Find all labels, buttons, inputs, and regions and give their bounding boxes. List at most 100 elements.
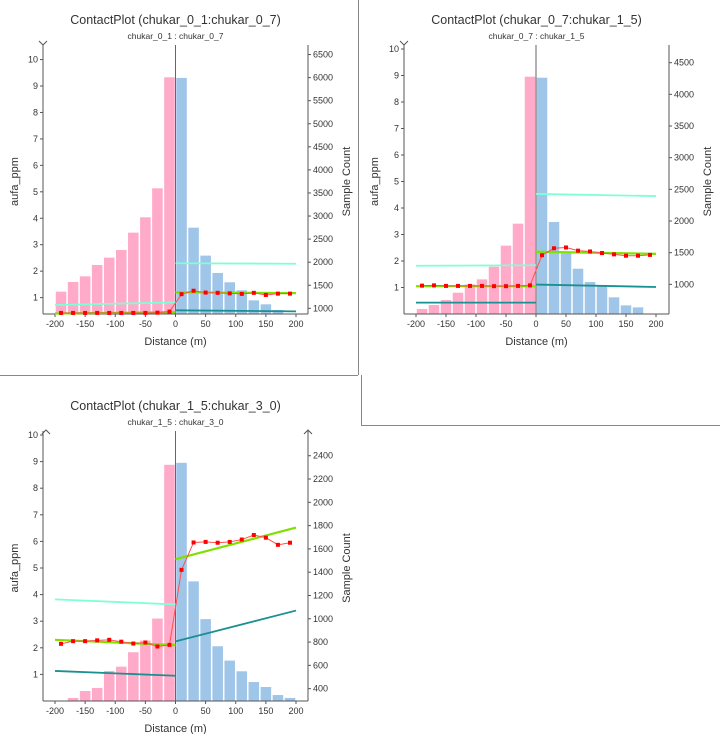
ppm-point	[552, 246, 556, 251]
x-tick-label: -50	[499, 319, 512, 329]
ppm-point	[119, 310, 124, 315]
chart-title: ContactPlot (chukar_1_5:chukar_3_0)	[70, 399, 281, 413]
ppm-point	[191, 288, 196, 293]
ppm-point	[215, 290, 220, 295]
count-bar	[79, 276, 91, 314]
ppm-point	[83, 639, 88, 644]
count-bar	[176, 462, 187, 701]
count-bar	[140, 640, 151, 701]
ppm-point	[251, 533, 256, 538]
ppm-point	[588, 249, 592, 254]
y-tick-label: 3	[33, 616, 38, 626]
y2-tick-label: 1000	[313, 614, 333, 624]
y2-tick-label: 2200	[313, 474, 333, 484]
x-tick-label: 200	[288, 319, 303, 329]
ppm-point	[95, 310, 100, 315]
ppm-point	[600, 251, 604, 256]
x-tick-label: 200	[648, 319, 663, 329]
y-tick-label: 2	[33, 266, 38, 276]
count-bar	[67, 697, 79, 701]
y2-tick-label: 2400	[313, 451, 333, 461]
ppm-point	[564, 245, 568, 250]
y-tick-label: 8	[33, 483, 38, 493]
y-tick-label: 6	[394, 150, 399, 160]
y-tick-label: 9	[33, 81, 38, 91]
ppm-point	[636, 253, 640, 258]
mean-trend-line-right	[175, 291, 297, 295]
count-bar	[608, 297, 620, 314]
y2-tick-label: 1200	[313, 590, 333, 600]
ppm-line	[60, 534, 291, 647]
ppm-point	[275, 542, 280, 547]
ppm-point	[107, 637, 112, 642]
y-tick-label: 7	[33, 510, 38, 520]
x-tick-label: 150	[258, 319, 273, 329]
ppm-point	[71, 639, 76, 644]
ppm-point	[444, 283, 448, 288]
y2-tick-label: 2500	[313, 234, 333, 244]
chevron-down-icon	[38, 40, 48, 46]
count-bar	[596, 286, 608, 314]
y-tick-label: 5	[394, 177, 399, 187]
count-bar	[488, 266, 500, 314]
lower-trend-line-right	[535, 283, 657, 288]
count-bar	[260, 687, 272, 701]
x-tick-label: -50	[139, 706, 152, 716]
ppm-point	[131, 641, 136, 646]
x-axis-label: Distance (m)	[144, 723, 206, 734]
y2-tick-label: 5000	[313, 119, 333, 129]
count-bar	[584, 282, 596, 314]
y2-tick-label: 1600	[313, 544, 333, 554]
x-axis-label: Distance (m)	[144, 336, 206, 348]
count-bar	[116, 249, 127, 314]
ppm-point	[263, 535, 268, 540]
count-bar	[200, 619, 211, 701]
x-tick-label: 150	[258, 706, 273, 716]
count-bar	[620, 305, 632, 314]
ppm-point	[287, 540, 292, 545]
count-bar	[116, 666, 127, 701]
count-bar	[476, 279, 488, 314]
count-bar	[152, 618, 163, 701]
count-bar	[152, 188, 163, 314]
ppm-point	[203, 539, 208, 544]
x-tick-label: 0	[533, 319, 538, 329]
x-tick-label: -150	[76, 706, 94, 716]
ppm-point	[432, 283, 436, 288]
x-tick-label: -200	[407, 319, 425, 329]
x-tick-label: 50	[201, 319, 211, 329]
ppm-point	[155, 644, 160, 649]
x-tick-label: -50	[139, 319, 152, 329]
count-bar	[103, 670, 115, 701]
y-tick-label: 9	[394, 71, 399, 81]
count-bar	[91, 687, 103, 701]
y2-tick-label: 3500	[674, 121, 694, 131]
count-bar	[188, 227, 199, 314]
x-tick-label: 50	[561, 319, 571, 329]
count-bar	[572, 268, 584, 314]
count-bar	[188, 581, 199, 701]
y-tick-label: 5	[33, 563, 38, 573]
x-tick-label: -150	[76, 319, 94, 329]
ppm-point	[95, 638, 100, 643]
count-bar	[55, 291, 67, 314]
x-tick-label: -100	[467, 319, 485, 329]
count-bar	[212, 646, 223, 701]
y-tick-label: 4	[33, 213, 38, 223]
ppm-point	[119, 639, 124, 644]
count-bar	[164, 464, 175, 701]
ppm-point	[420, 283, 424, 288]
ppm-point	[71, 310, 76, 315]
lower-trend-line-left	[54, 670, 176, 677]
ppm-point	[59, 641, 64, 646]
count-bar	[164, 77, 175, 314]
y-tick-label: 2	[394, 256, 399, 266]
mean-trend-line-right	[535, 250, 657, 255]
y2-axis-label: Sample Count	[341, 533, 353, 603]
ppm-point	[468, 283, 472, 288]
y2-tick-label: 2000	[313, 257, 333, 267]
ppm-point	[167, 309, 172, 314]
x-tick-label: -150	[437, 319, 455, 329]
x-tick-label: 200	[288, 706, 303, 716]
ppm-point	[143, 310, 148, 315]
